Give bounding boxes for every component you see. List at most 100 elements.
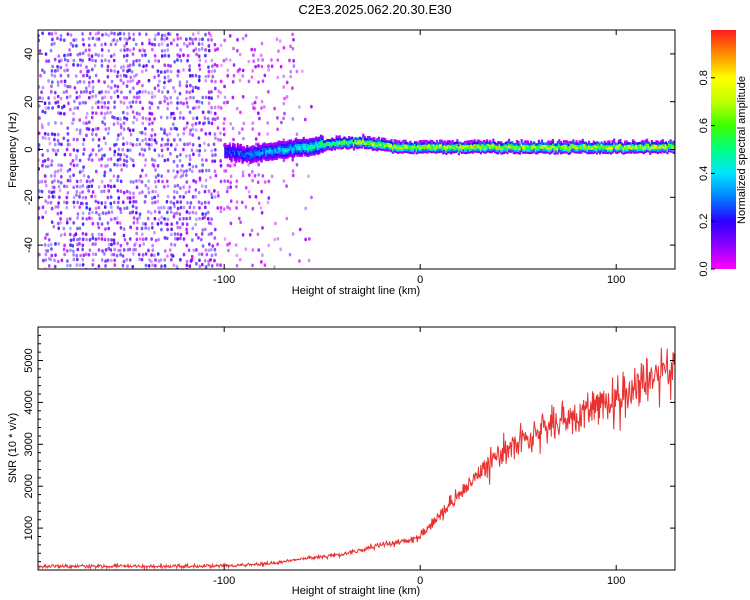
spectrogram-cell [163,48,167,53]
spectrogram-cell [583,141,586,145]
spectrogram-cell [577,146,580,150]
spectrogram-cell [207,143,210,147]
spectrogram-cell [277,49,280,53]
spectrogram-cell [644,141,647,145]
spectrogram-cell [203,189,207,194]
spectrogram-cell [562,142,566,145]
spectrogram-cell [166,48,170,52]
spectrogram-cell [182,116,185,120]
spectrogram-cell [82,152,85,156]
spectrogram-cell [537,148,540,151]
spectrogram-cell [283,111,286,116]
spectrogram-cell [169,269,172,273]
spectrogram-cell [614,142,617,146]
spectrogram-cell [109,184,113,189]
spectrogram-cell [401,146,404,150]
spectrogram-cell [385,142,388,146]
spectrogram-cell [434,146,437,150]
spectrogram-cell [564,140,567,143]
spectrogram-cell [236,149,239,153]
spectrogram-cell [348,144,351,148]
spectrogram-cell [232,149,235,152]
spectrogram-cell [267,196,271,200]
spectrogram-cell [429,144,432,147]
spectrogram-cell [214,48,217,52]
spectrogram-cell [176,170,179,174]
spectrogram-cell [272,155,276,158]
spectrogram-cell [247,59,251,64]
spectrogram-cell [435,146,439,150]
spectrogram-cell [241,94,245,99]
spectrogram-cell [116,84,120,89]
spectrogram-cell [100,100,103,105]
spectrogram-cell [512,151,515,155]
spectrogram-cell [210,121,214,126]
spectrogram-cell [94,32,98,36]
spectrogram-cell [243,150,246,154]
spectrogram-cell [495,142,498,146]
spectrogram-cell [555,143,558,146]
spectrogram-cell [628,142,631,145]
spectrogram-cell [197,78,201,83]
spectrogram-cell [60,163,63,168]
spectrogram-cell [144,222,147,226]
spectrogram-cell [617,148,620,151]
spectrogram-cell [275,155,279,158]
spectrogram-cell [85,217,88,221]
spectrogram-cell [178,137,182,142]
spectrogram-cells [38,31,675,273]
spectrogram-cell [575,146,578,150]
spectrogram-cell [204,48,207,52]
spectrogram-cell [478,150,481,154]
spectrogram-cell [161,179,164,184]
spectrogram-cell [301,141,304,144]
spectrogram-cell [614,144,617,148]
spectrogram-cell [279,147,282,150]
spectrogram-cell [399,142,403,145]
spectrogram-cell [116,205,120,210]
spectrogram-cell [313,150,316,154]
spectrogram-cell [63,152,67,157]
spectrogram-cell [465,149,468,152]
spectrogram-cell [415,143,418,146]
spectrogram-cell [211,74,215,79]
spectrogram-cell [273,237,277,242]
spectrogram-cell [248,173,251,177]
spectrogram-cell [238,148,241,152]
spectrogram-cell [627,150,630,154]
spectrogram-cell [417,144,420,148]
spectrogram-cell [534,151,537,155]
spectrogram-cell [81,51,85,56]
spectrogram-cell [508,149,511,153]
spectrogram-cell [206,117,210,121]
spectrogram-cell [46,157,50,162]
spectrogram-cell [299,152,302,155]
spectrogram-cell [103,105,107,109]
spectrogram-cell [47,237,51,242]
spectrogram-cell [59,211,63,215]
spectrogram-cell [418,146,421,150]
spectrogram-cell [59,65,63,70]
spectrogram-cell [49,257,53,262]
spectrogram-cell [475,148,478,151]
spectrogram-cell [413,149,417,153]
spectrogram-cell [137,79,141,84]
spectrogram-cell [322,140,326,144]
spectrogram-cell [583,147,586,151]
spectrogram-cell [418,150,421,154]
spectrogram-cell [635,150,638,154]
spectrogram-cell [207,69,211,74]
spectrogram-cell [182,147,185,152]
spectrogram-cell [78,205,82,210]
spectrogram-cell [123,153,126,157]
spectrogram-cell [244,158,247,162]
spectrogram-cell [50,69,54,73]
spectrogram-cell [605,142,608,146]
spectrogram-cell [213,147,217,152]
spectrogram-cell [451,144,454,147]
colorbar-tick-label: 0.8 [698,70,710,85]
spectrogram-cell [288,146,291,149]
spectrogram-cell [197,48,201,52]
spectrogram-cell [121,200,125,205]
spectrogram-cell [395,146,398,149]
